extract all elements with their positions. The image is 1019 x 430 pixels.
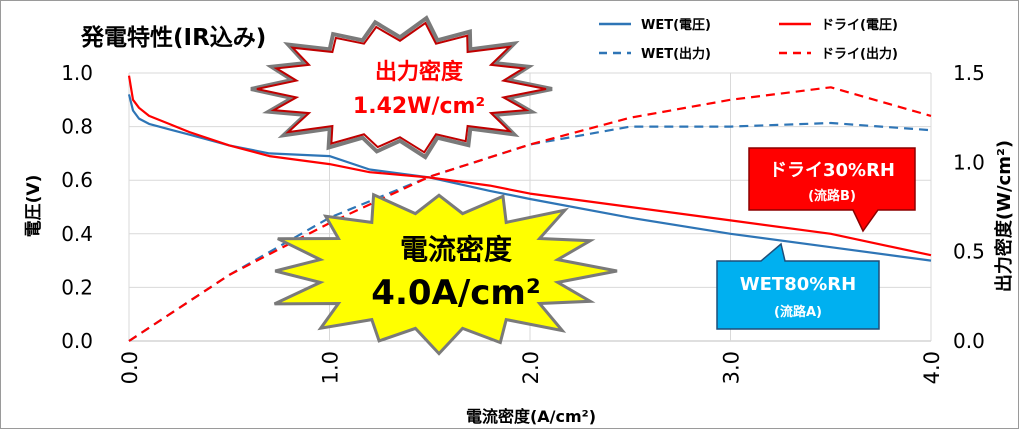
wet-callout-line2: (流路A) (774, 304, 822, 320)
x-tick-label: 4.0 (920, 351, 944, 384)
y2-axis-label: 出力密度(W/cm²) (993, 140, 1015, 292)
legend-label: ドライ(電圧) (821, 18, 898, 33)
wet-callout-line1: WET80%RH (740, 274, 856, 295)
chart-title: 発電特性(IR込み) (80, 25, 266, 51)
legend-label: ドライ(出力) (821, 46, 898, 62)
callout-layer: 出力密度 1.42W/cm² 電流密度 4.0A/cm² ドライ30%RH (流路B) WE… (250, 15, 916, 356)
y-axis-label: 電圧(V) (24, 175, 44, 238)
series-line (128, 86, 932, 342)
current-burst-shape (273, 192, 618, 356)
legend-label: WET(出力) (641, 46, 711, 62)
x-tick-label: 0.0 (118, 351, 142, 384)
y2-tick-label: 0.0 (953, 329, 985, 353)
legend: WET(電圧) ドライ(電圧) WET(出力) ドライ(出力) (599, 18, 898, 62)
current-burst-line1: 電流密度 (400, 233, 512, 266)
y-tick-label: 0.8 (61, 115, 93, 139)
x-axis-label: 電流密度(A/cm²) (466, 407, 596, 426)
series-layer (127, 75, 932, 342)
x-tick-label: 2.0 (519, 351, 543, 384)
y-tick-label: 0.4 (61, 222, 93, 246)
series-line (127, 94, 932, 262)
output-burst-line2: 1.42W/cm² (353, 94, 485, 119)
y2-tick-label: 1.5 (953, 61, 985, 85)
series-line (128, 121, 932, 342)
y-tick-label: 0.6 (61, 168, 93, 192)
y-tick-label: 0.2 (61, 275, 93, 299)
y2-tick-label: 1.0 (953, 150, 985, 174)
output-burst-line1: 出力密度 (375, 59, 464, 85)
dry-callout-box (748, 147, 916, 233)
series-line (127, 75, 932, 257)
dry-callout-line2: (流路B) (808, 188, 856, 204)
y2-tick-label: 0.5 (953, 240, 985, 264)
y-tick-label: 0.0 (61, 329, 93, 353)
y-tick-label: 1.0 (61, 61, 93, 85)
x-tick-label: 1.0 (319, 351, 343, 384)
axes: 0.0 0.2 0.4 0.6 0.8 1.0 0.0 0.5 1.0 1.5 0.0 1.0 2.0 3… (61, 61, 985, 384)
legend-label: WET(電圧) (641, 18, 711, 33)
dry-callout-line1: ドライ30%RH (769, 160, 895, 181)
x-tick-label: 3.0 (720, 351, 744, 384)
output-burst-shape-inner (256, 21, 547, 154)
wet-callout-box (716, 242, 880, 330)
current-burst-line2: 4.0A/cm² (371, 273, 540, 313)
